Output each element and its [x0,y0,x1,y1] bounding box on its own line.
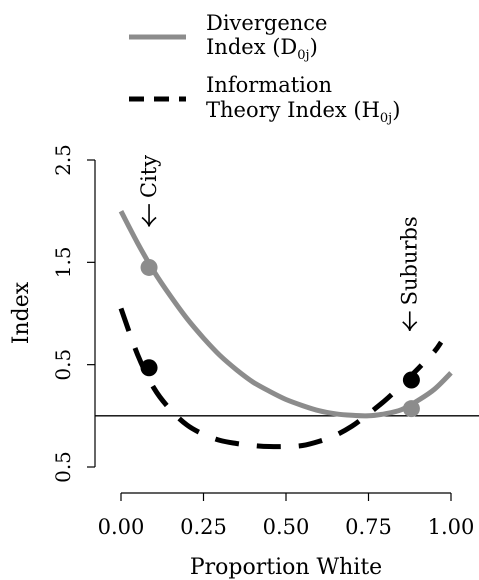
series-line-1 [118,307,444,450]
y-tick-label-0: 0.5 [51,451,75,483]
x-tick-label-1: 0.25 [180,515,227,539]
y-axis-title: Index [9,281,34,344]
annotation-city-label: City [137,155,161,198]
series-1-city-point [140,359,158,377]
series-line-0 [118,210,453,419]
x-tick-label-0: 0.00 [98,515,145,539]
y-tick-label-3: 2.5 [51,144,75,176]
x-tick-label-3: 0.75 [345,515,392,539]
y-tick-label-1: 0.5 [51,349,75,381]
x-tick-label-4: 1.00 [428,515,475,539]
legend-label-0-line2: Index (D0j) [206,35,318,63]
series-0-suburbs-point [402,400,420,418]
legend-label-1-line1: Information [206,73,332,97]
legend-label-0-line1: Divergence [206,11,327,35]
annotation-suburbs-label: Suburbs [398,216,422,305]
series-0-city-point [140,258,158,276]
series-1-suburbs-point [402,371,420,389]
x-tick-label-2: 0.50 [263,515,310,539]
legend-label-1-line2: Theory Index (H0j) [206,98,400,126]
x-axis-title: Proportion White [190,555,382,580]
y-tick-label-2: 1.5 [51,246,75,278]
